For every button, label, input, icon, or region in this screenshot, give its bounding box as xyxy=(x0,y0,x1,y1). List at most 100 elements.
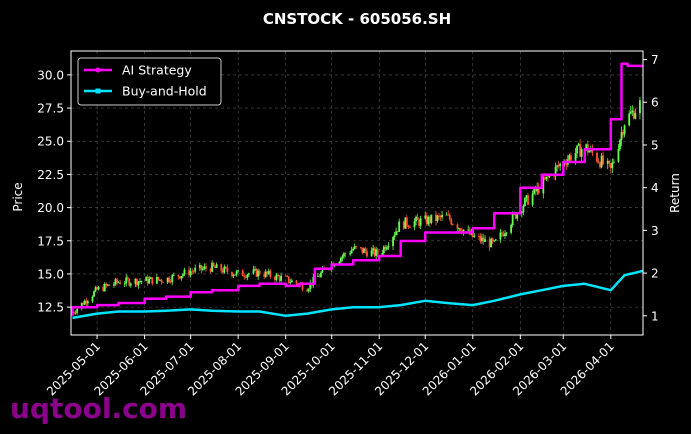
candle-body xyxy=(91,296,94,302)
candle-body xyxy=(363,248,365,253)
candle-body xyxy=(119,282,121,285)
candle-body xyxy=(289,282,292,284)
y-axis-right: 1 2 3 4 5 6 7 xyxy=(643,53,659,323)
ai-strategy-line xyxy=(71,62,643,316)
y2-tick-label: 4 xyxy=(651,181,659,195)
legend-marker-buy-and-hold xyxy=(95,88,101,94)
candle-body xyxy=(343,253,345,257)
candle-body xyxy=(297,283,299,286)
y-tick-label: 17.5 xyxy=(37,234,64,248)
candle-body xyxy=(372,248,375,251)
y-tick-label: 20.0 xyxy=(37,201,64,215)
candle-body xyxy=(597,161,600,163)
candle-body xyxy=(146,277,149,284)
candle-body xyxy=(502,234,505,237)
candle-body xyxy=(114,279,117,285)
candle-body xyxy=(160,279,163,282)
candle-body xyxy=(149,277,152,279)
candle-body xyxy=(482,237,485,242)
candle-body xyxy=(203,266,206,269)
y2-tick-label: 5 xyxy=(651,138,659,152)
candle-body xyxy=(241,270,244,277)
candle-body xyxy=(537,186,540,194)
candle-body xyxy=(263,274,266,277)
candle-body xyxy=(312,276,315,286)
candle-body xyxy=(123,283,126,285)
candle-body xyxy=(140,281,143,282)
candle-body xyxy=(416,216,419,220)
legend: AI Strategy Buy-and-Hold xyxy=(77,57,222,106)
candle-body xyxy=(547,176,549,178)
candle-body xyxy=(361,247,364,253)
candle-body xyxy=(73,312,75,314)
candle-body xyxy=(309,282,312,290)
candle-body xyxy=(622,132,624,135)
candle-body xyxy=(116,279,118,283)
candle-body xyxy=(545,176,548,180)
candle-body xyxy=(639,100,641,114)
candle-body xyxy=(435,214,437,221)
y-tick-label: 30.0 xyxy=(37,68,64,82)
candle-body xyxy=(370,250,373,257)
candle-body xyxy=(341,256,344,258)
candle-body xyxy=(171,275,174,283)
candle-body xyxy=(108,284,111,286)
legend-label-ai-strategy: AI Strategy xyxy=(122,63,192,78)
y2-tick-label: 7 xyxy=(651,53,659,67)
watermark: uqtool.com xyxy=(10,392,187,425)
candle-body xyxy=(436,215,439,221)
candle-body xyxy=(445,214,448,216)
plot-frame xyxy=(70,50,644,336)
candle-body xyxy=(602,155,605,164)
candle-body xyxy=(398,221,401,232)
candle-body xyxy=(182,274,184,277)
candle-body xyxy=(556,165,559,167)
candle-body xyxy=(577,143,580,146)
candle-body xyxy=(384,246,387,250)
candle-body xyxy=(570,155,572,161)
candle-body xyxy=(349,253,351,255)
candle-body xyxy=(125,277,128,284)
candle-body xyxy=(180,276,183,279)
candle-body xyxy=(591,148,594,153)
candle-body xyxy=(600,155,603,168)
candle-body xyxy=(451,224,454,226)
candle-body xyxy=(563,163,566,164)
y2-tick-label: 6 xyxy=(651,96,659,110)
candle-body xyxy=(344,253,347,255)
candle-body xyxy=(620,132,623,140)
candle-body xyxy=(413,221,416,228)
y-tick-label: 27.5 xyxy=(37,102,64,116)
candle-body xyxy=(172,274,175,276)
candle-body xyxy=(609,163,612,169)
candle-body xyxy=(425,215,428,225)
candle-body xyxy=(257,270,259,277)
candle-body xyxy=(479,236,482,242)
candle-body xyxy=(178,276,181,279)
candle-body xyxy=(211,262,213,272)
candle-body xyxy=(596,152,598,162)
candle-body xyxy=(599,162,601,168)
candle-body xyxy=(396,231,399,232)
candle-body xyxy=(628,113,631,126)
candle-body xyxy=(364,248,367,252)
candle-body xyxy=(527,195,529,205)
candle-body xyxy=(366,251,368,257)
candle-body xyxy=(402,221,405,229)
candle-body xyxy=(418,219,421,226)
candle-body xyxy=(234,274,236,276)
candle-body xyxy=(524,198,526,207)
y-axis-title-right: Return xyxy=(668,173,682,213)
candle-body xyxy=(103,283,106,292)
candle-body xyxy=(85,300,88,304)
candle-body xyxy=(82,302,85,305)
candle-body xyxy=(494,239,497,241)
return-lines-layer xyxy=(71,62,644,320)
candle-body xyxy=(405,217,408,226)
candle-body xyxy=(471,231,474,237)
candle-body xyxy=(247,273,250,275)
candle-body xyxy=(148,278,151,284)
candle-body xyxy=(376,249,379,255)
candle-body xyxy=(86,301,89,304)
